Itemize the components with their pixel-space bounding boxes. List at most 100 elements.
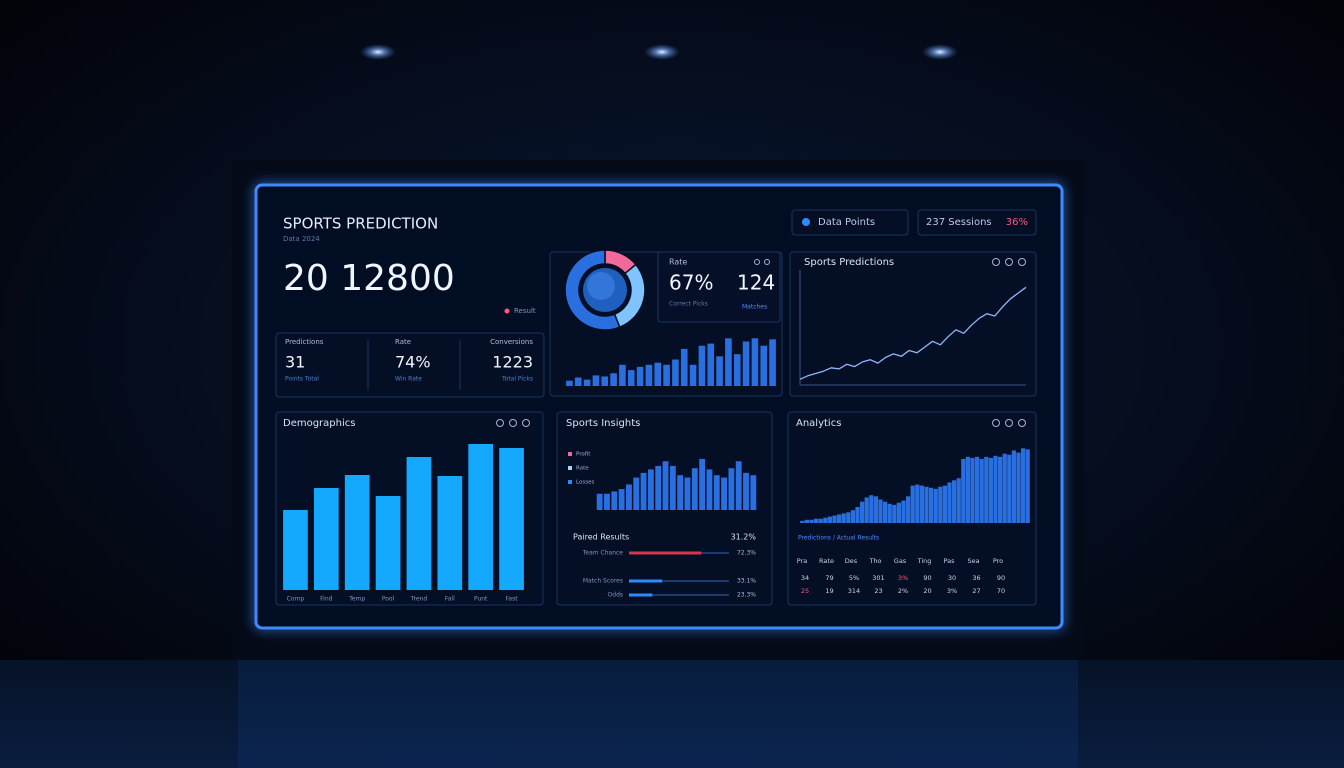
table-header: Tho — [868, 557, 881, 565]
table-cell: 90 — [923, 574, 931, 582]
ceiling-light — [644, 44, 680, 60]
stat-value: 74% — [395, 353, 431, 372]
legend-swatch — [568, 480, 572, 484]
pill[interactable] — [791, 209, 909, 236]
bar — [684, 477, 691, 510]
panel-title: Sports Insights — [566, 418, 640, 429]
bar — [769, 339, 776, 386]
table-cell: 3% — [898, 574, 908, 582]
bar — [689, 364, 697, 386]
panel-title: Demographics — [283, 418, 355, 429]
progress-bar — [629, 579, 663, 583]
result-dot — [504, 308, 510, 314]
progress-summary: 31.2% — [731, 533, 757, 542]
bar — [896, 502, 902, 523]
bar — [654, 362, 662, 386]
bar — [933, 488, 938, 523]
bar — [375, 496, 401, 590]
bar — [997, 456, 1003, 523]
bar — [735, 461, 742, 510]
table-cell: 36 — [972, 574, 980, 582]
bar — [626, 484, 632, 510]
bar — [645, 364, 653, 386]
stat-label: Rate — [395, 338, 411, 346]
rate-note: Matches — [742, 304, 767, 311]
bar — [993, 455, 998, 523]
bar — [984, 456, 989, 523]
panel-icons[interactable] — [496, 258, 1026, 427]
bar — [869, 495, 874, 523]
bar — [499, 448, 524, 590]
table-cell: 25 — [801, 587, 809, 595]
bar — [836, 514, 842, 523]
bar — [716, 356, 723, 386]
bar — [832, 515, 837, 523]
globe-highlight — [587, 272, 615, 300]
progress-title: Paired Results — [573, 533, 629, 542]
bar — [751, 338, 759, 386]
bar — [313, 488, 339, 590]
table-header: Ting — [917, 557, 932, 565]
bar — [809, 519, 814, 523]
bar — [974, 456, 980, 523]
rate-value: 67% — [669, 271, 713, 295]
subtitle: Data 2024 — [283, 235, 320, 243]
stat-label: Predictions — [285, 338, 324, 346]
bar — [760, 345, 768, 386]
x-tick-label: Find — [320, 596, 332, 603]
bar — [1020, 448, 1026, 523]
table-cell: 314 — [848, 587, 860, 595]
bar — [698, 345, 706, 386]
table-cell: 27 — [972, 587, 980, 595]
bar — [677, 475, 684, 510]
bar — [928, 487, 934, 523]
bar — [882, 501, 888, 523]
bar — [1002, 453, 1007, 523]
bar — [592, 375, 600, 386]
table-header: Rate — [819, 557, 834, 565]
table-cell: 30 — [948, 574, 956, 582]
x-tick-label: Pool — [382, 596, 395, 603]
bar — [691, 468, 698, 510]
bar — [800, 520, 805, 523]
bar — [1016, 452, 1021, 523]
table-cell: 20 — [923, 587, 931, 595]
title: SPORTS PREDICTION — [283, 215, 438, 233]
bar — [850, 510, 856, 523]
bar — [601, 376, 609, 386]
bar — [859, 501, 865, 523]
bar — [468, 444, 494, 590]
bar — [905, 496, 911, 523]
bar — [846, 512, 851, 523]
bar — [437, 476, 463, 590]
bar — [619, 364, 626, 386]
bar — [672, 359, 679, 386]
x-tick-label: Trend — [410, 596, 428, 603]
bar — [583, 379, 591, 386]
bar — [733, 354, 741, 386]
bar — [406, 457, 432, 590]
line-panel — [789, 251, 1037, 397]
rate-value: 124 — [737, 271, 775, 295]
table-cell: 90 — [997, 574, 1005, 582]
bar — [725, 338, 732, 386]
floor-reflection — [238, 660, 1078, 768]
bar — [823, 517, 828, 523]
bar — [979, 459, 984, 523]
bar — [647, 469, 654, 510]
table-header: Pas — [944, 557, 956, 565]
panel-title: Analytics — [796, 418, 841, 429]
bar — [344, 475, 370, 590]
bar — [919, 485, 925, 523]
stat-value: 31 — [285, 353, 305, 372]
pill[interactable] — [917, 209, 1037, 236]
bar — [1025, 449, 1030, 523]
bar — [965, 456, 971, 523]
bar — [956, 478, 961, 523]
table-cell: 5% — [849, 574, 859, 582]
stat-label: Conversions — [490, 338, 533, 346]
bar — [924, 486, 929, 523]
bar — [611, 491, 618, 510]
bar — [655, 465, 662, 510]
progress-label: Match Scores — [583, 578, 623, 585]
